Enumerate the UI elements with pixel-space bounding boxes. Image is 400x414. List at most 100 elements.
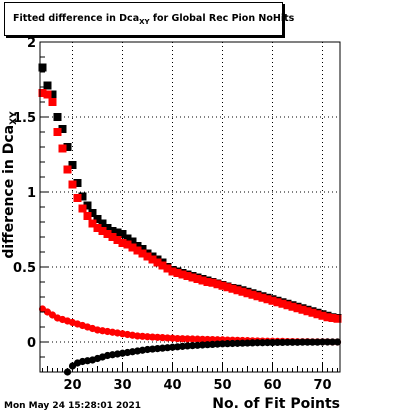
- data-point-square: [123, 234, 132, 243]
- data-point-square: [178, 270, 187, 279]
- data-point-square: [113, 228, 122, 237]
- series-0: [38, 63, 342, 322]
- data-point-square: [258, 293, 267, 302]
- x-tick-label: 60: [263, 378, 281, 393]
- data-point-square: [213, 280, 222, 289]
- data-point-square: [123, 240, 132, 249]
- data-point-square: [208, 278, 217, 287]
- data-point-square: [38, 63, 47, 72]
- data-point-square: [238, 287, 247, 296]
- data-point-square: [63, 143, 72, 151]
- data-point-circle: [318, 338, 327, 346]
- data-point-circle: [233, 339, 242, 347]
- x-tick-label: 40: [163, 378, 181, 393]
- data-point-square: [68, 180, 77, 189]
- data-point-square: [113, 236, 122, 244]
- x-tick-label: 70: [313, 378, 331, 393]
- data-point-square: [128, 243, 137, 252]
- data-point-square: [303, 307, 312, 316]
- data-point-square: [313, 310, 322, 319]
- data-point-square: [298, 305, 307, 314]
- data-point-square: [88, 209, 97, 217]
- data-point-square: [88, 219, 97, 228]
- data-point-square: [98, 219, 107, 228]
- data-point-square: [63, 165, 72, 174]
- data-point-square: [108, 233, 117, 241]
- data-point-circle: [253, 339, 262, 347]
- data-point-square: [323, 313, 332, 322]
- data-point-circle: [333, 338, 342, 346]
- data-point-square: [83, 212, 92, 220]
- data-point-circle: [303, 338, 312, 346]
- data-point-circle: [188, 335, 197, 343]
- data-point-square: [128, 237, 137, 246]
- data-point-square: [58, 125, 67, 133]
- data-point-circle: [243, 339, 252, 347]
- chart-title-box: Fitted difference in DcaXY for Global Re…: [4, 2, 294, 36]
- data-point-circle: [183, 335, 192, 343]
- data-point-square: [143, 252, 152, 261]
- data-marks: [38, 63, 342, 376]
- data-point-circle: [293, 338, 302, 346]
- data-point-square: [73, 194, 82, 202]
- data-point-square: [278, 299, 287, 308]
- data-point-square: [93, 215, 102, 223]
- data-point-circle: [178, 335, 187, 343]
- data-point-circle: [218, 340, 227, 348]
- data-point-circle: [193, 335, 202, 343]
- data-point-square: [163, 264, 172, 273]
- data-point-square: [48, 98, 57, 106]
- y-tick-label: 1.5: [13, 111, 36, 126]
- data-point-square: [138, 249, 147, 258]
- data-point-square: [248, 290, 257, 299]
- data-point-circle: [228, 339, 237, 348]
- data-point-square: [58, 144, 67, 153]
- data-point-square: [93, 224, 102, 232]
- data-point-square: [138, 245, 147, 253]
- data-point-circle: [173, 334, 182, 343]
- data-point-square: [153, 258, 162, 267]
- data-point-square: [173, 269, 182, 277]
- data-point-square: [78, 204, 87, 213]
- data-point-square: [283, 301, 292, 310]
- data-point-square: [43, 81, 52, 90]
- data-point-square: [218, 281, 227, 290]
- data-point-square: [168, 267, 177, 276]
- data-point-square: [188, 273, 197, 282]
- data-point-square: [333, 314, 342, 323]
- data-point-square: [118, 239, 127, 247]
- data-point-square: [328, 314, 337, 322]
- data-point-square: [133, 242, 142, 250]
- data-point-circle: [238, 339, 247, 347]
- data-point-square: [263, 295, 272, 304]
- data-point-square: [78, 192, 87, 201]
- data-point-square: [133, 246, 142, 255]
- y-tick-label: 2: [27, 36, 36, 51]
- data-point-circle: [323, 338, 332, 346]
- data-point-circle: [288, 338, 297, 346]
- x-tick-label: 50: [213, 378, 231, 393]
- data-point-circle: [268, 339, 277, 347]
- data-point-circle: [328, 338, 337, 346]
- data-point-square: [103, 224, 112, 232]
- x-axis-label: No. of Fit Points: [212, 396, 340, 412]
- data-point-square: [253, 292, 262, 301]
- data-point-square: [198, 276, 207, 285]
- y-tick-label: 0.5: [13, 261, 36, 276]
- data-point-square: [203, 278, 212, 286]
- data-point-square: [288, 302, 297, 311]
- y-tick-label: 1: [27, 186, 36, 201]
- data-point-circle: [273, 338, 282, 347]
- data-point-square: [53, 113, 62, 121]
- data-point-square: [83, 201, 92, 210]
- data-point-square: [118, 230, 127, 238]
- data-point-square: [108, 227, 117, 235]
- data-point-circle: [313, 338, 322, 346]
- data-point-circle: [263, 339, 272, 347]
- series-3: [63, 338, 342, 376]
- data-point-circle: [248, 339, 257, 347]
- data-point-circle: [278, 338, 287, 347]
- data-point-square: [223, 283, 232, 292]
- data-point-circle: [203, 335, 212, 344]
- data-point-square: [193, 275, 202, 283]
